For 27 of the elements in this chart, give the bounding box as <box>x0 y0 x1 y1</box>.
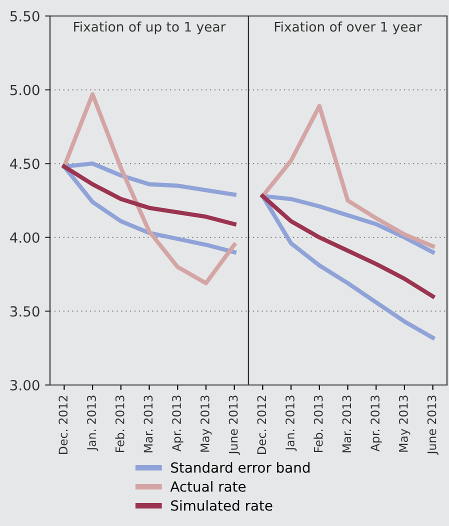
y-tick-label: 5.50 <box>10 10 40 22</box>
chart-title: Fixation of over 1 year <box>274 22 422 34</box>
x-tick-label: Mar. 2013 <box>342 396 352 452</box>
x-tick-label: Apr. 2013 <box>370 396 382 452</box>
x-tick-label: Dec. 2012 <box>257 396 266 454</box>
x-tick-label: Jan. 2013 <box>87 396 98 452</box>
x-tick-label: June 2013 <box>427 396 438 455</box>
line-series <box>62 92 236 286</box>
x-tick-label: Feb. 2013 <box>314 396 323 452</box>
x-tick-label: Apr. 2013 <box>172 396 184 452</box>
x-tick-label: Dec. 2012 <box>58 396 68 454</box>
x-tick-label: May 2013 <box>398 396 410 452</box>
legend-label: Simulated rate <box>171 500 272 511</box>
x-tick-label: Mar. 2013 <box>144 396 153 452</box>
y-tick-label: 3.50 <box>10 306 40 317</box>
y-tick-label: 3.00 <box>10 380 40 390</box>
x-tick-label: May 2013 <box>200 396 212 452</box>
legend-label: Standard error band <box>171 462 310 473</box>
y-tick-label: 4.00 <box>10 232 40 243</box>
legend-label: Actual rate <box>170 481 246 492</box>
chart-title: Fixation of up to 1 year <box>74 22 226 34</box>
y-tick-label: 4.50 <box>10 158 40 170</box>
x-tick-label: Feb. 2013 <box>115 396 124 452</box>
x-tick-label: June 2013 <box>228 396 240 455</box>
line-series <box>62 164 236 226</box>
y-tick-label: 5.00 <box>10 84 40 96</box>
x-tick-label: Jan. 2013 <box>286 396 297 452</box>
